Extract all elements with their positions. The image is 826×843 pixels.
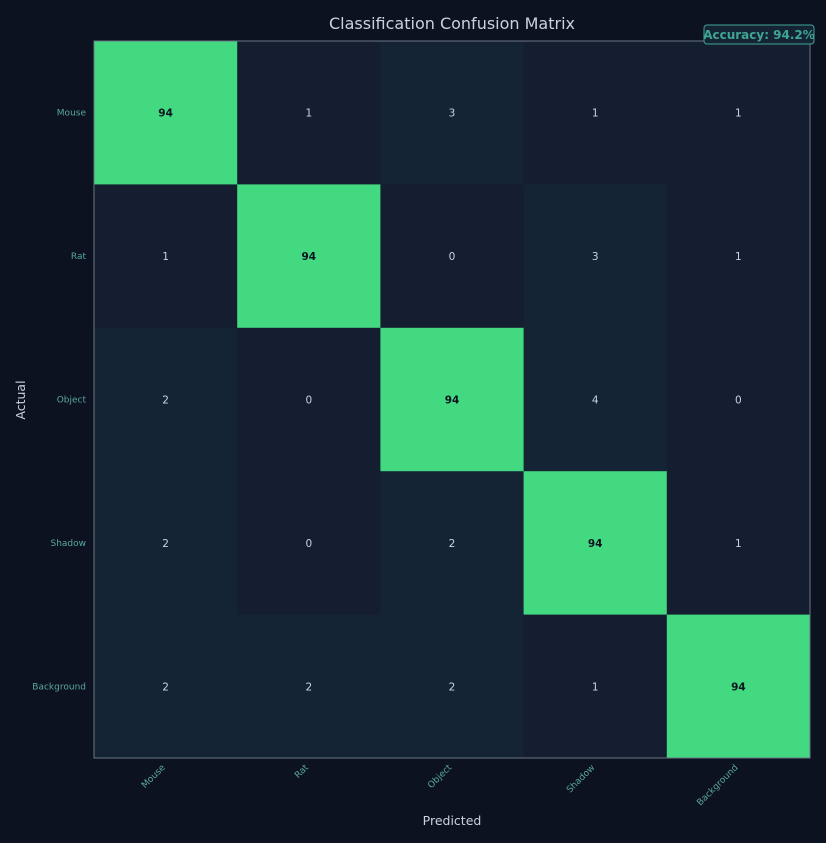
- accuracy-text: Accuracy: 94.2%: [703, 28, 815, 42]
- cell-value-label: 1: [305, 108, 312, 120]
- heatmap-cell: [237, 41, 381, 185]
- cell-value-label: 94: [301, 251, 316, 263]
- accuracy-annotation: Accuracy: 94.2%: [703, 24, 815, 45]
- cell-value-label: 94: [158, 108, 173, 120]
- cell-value-label: 1: [592, 108, 599, 120]
- heatmap-cell: [666, 327, 811, 472]
- y-axis-label: Actual: [13, 380, 28, 419]
- cell-value-label: 4: [592, 395, 599, 407]
- heatmap-cell: [380, 184, 525, 329]
- heatmap-cell: [666, 41, 811, 185]
- cell-value-label: 1: [592, 681, 599, 693]
- heatmap-cell: [380, 614, 525, 759]
- cell-value-label: 3: [592, 251, 599, 263]
- heatmap-cell: [94, 41, 238, 185]
- y-tick-mouse: Mouse: [57, 109, 87, 119]
- accuracy-box: [703, 24, 815, 45]
- cell-value-label: 2: [162, 681, 169, 693]
- chart-title: Classification Confusion Matrix: [329, 14, 575, 33]
- y-tick-object: Object: [57, 396, 87, 406]
- y-tick-shadow: Shadow: [50, 539, 86, 549]
- heatmap-cell: [94, 327, 238, 472]
- cell-value-label: 94: [445, 395, 460, 407]
- cell-value-label: 3: [449, 108, 456, 120]
- cell-value-label: 2: [449, 538, 456, 550]
- cell-value-label: 1: [162, 251, 169, 263]
- heatmap-cell: [237, 614, 381, 759]
- cell-value-label: 0: [735, 395, 742, 407]
- cell-value-label: 2: [162, 538, 169, 550]
- heatmap-cells: 94 1 3 1 1 1 94 0 3 1 2 0 94 4 0 2 0 2 94 1 2 2 2 1 94: [94, 41, 811, 759]
- cell-value-label: 1: [735, 538, 742, 550]
- heatmap-cell: [523, 184, 668, 329]
- y-tick-background: Background: [32, 682, 86, 692]
- heatmap-cell: [666, 614, 811, 759]
- heatmap-cell: [237, 471, 381, 616]
- heatmap-cell: [666, 184, 811, 329]
- x-axis-label: Predicted: [423, 813, 482, 828]
- heatmap-cell: [666, 471, 811, 616]
- cell-value-label: 2: [305, 681, 312, 693]
- heatmap-cell: [523, 41, 668, 185]
- y-tick-labels: Mouse Rat Object Shadow Background: [32, 109, 86, 693]
- heatmap-cell: [523, 471, 668, 616]
- cell-value-label: 2: [449, 681, 456, 693]
- cell-value-label: 0: [305, 395, 312, 407]
- cell-value-label: 1: [735, 251, 742, 263]
- heatmap-cell: [94, 184, 238, 329]
- plot-frame: [93, 40, 811, 759]
- heatmap-cell: [380, 471, 525, 616]
- heatmap-cell: [380, 41, 525, 185]
- y-tick-rat: Rat: [71, 252, 87, 262]
- heatmap-cell: [94, 471, 238, 616]
- cell-value-label: 0: [305, 538, 312, 550]
- cell-value-label: 94: [731, 681, 746, 693]
- heatmap-cell: [237, 184, 381, 329]
- heatmap-cell: [94, 614, 238, 759]
- cell-value-label: 1: [735, 108, 742, 120]
- heatmap-cell: [237, 327, 381, 472]
- heatmap-cell: [523, 614, 668, 759]
- cell-value-label: 2: [162, 395, 169, 407]
- cell-value-label: 94: [588, 538, 603, 550]
- cell-value-label: 0: [449, 251, 456, 263]
- heatmap-cell: [380, 327, 525, 472]
- heatmap-cell: [523, 327, 668, 472]
